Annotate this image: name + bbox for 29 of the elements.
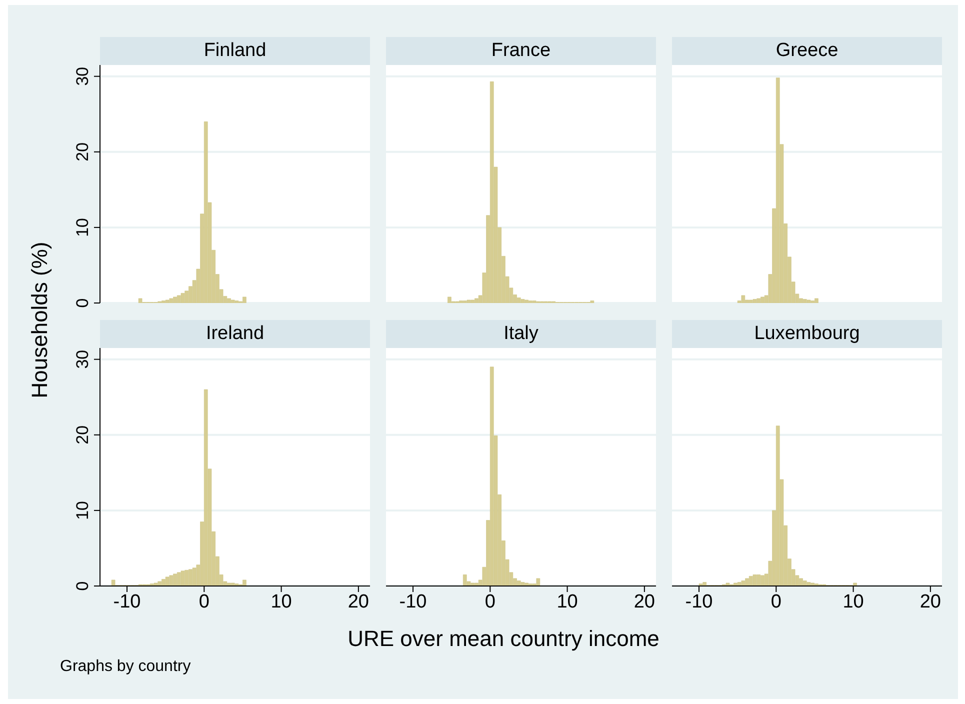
x-tick-label: 0 — [484, 591, 496, 612]
x-tick-label: 20 — [348, 591, 369, 612]
y-axis-title: Households (%) — [26, 240, 53, 400]
chart-title: Luxembourg — [672, 320, 942, 348]
chart-title: Finland — [100, 37, 370, 65]
y-tick-label: 10 — [73, 218, 92, 237]
chart-title: France — [386, 37, 656, 65]
y-tick-label: 10 — [73, 500, 92, 520]
x-tick-label: 0 — [198, 591, 210, 612]
x-tick-label: 10 — [842, 591, 864, 612]
x-tick-label: 10 — [270, 591, 292, 612]
x-tick-label: -10 — [113, 591, 141, 612]
chart-title: Italy — [386, 320, 656, 348]
x-tick-label: -10 — [685, 591, 713, 612]
x-tick-label: 20 — [634, 591, 655, 612]
chart-title: Greece — [672, 37, 942, 65]
x-tick-label: -10 — [399, 591, 427, 612]
x-tick-label: 20 — [920, 591, 941, 612]
x-axis-title: URE over mean country income — [346, 626, 660, 652]
y-tick-label: 20 — [73, 425, 92, 444]
y-tick-label: 30 — [73, 350, 92, 369]
text: Graphs by country — [60, 658, 191, 676]
y-tick-label: 30 — [73, 66, 92, 86]
y-tick-label: 20 — [73, 142, 92, 162]
chart-title: Ireland — [100, 320, 370, 348]
x-tick-label: 10 — [556, 591, 578, 612]
y-tick-label: 0 — [73, 581, 92, 591]
x-tick-label: 0 — [770, 591, 782, 612]
y-tick-label: 0 — [73, 298, 92, 308]
